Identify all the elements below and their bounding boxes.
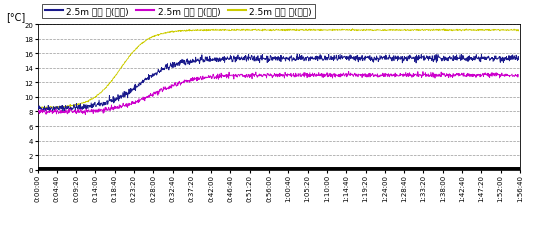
- 2.5m 중앙 하(대기): [425, 30, 431, 33]
- 2.5m 중앙 중(대기): [287, 75, 293, 78]
- 2.5m 중앙 하(대기): [200, 29, 207, 32]
- 2.5m 중앙 중(대기): [509, 73, 515, 76]
- 2.5m 중앙 중(대기): [151, 93, 158, 96]
- 2.5m 중앙 상(대기): [425, 60, 431, 62]
- 2.5m 중앙 하(대기): [509, 29, 515, 32]
- 2.5m 중앙 하(대기): [257, 30, 263, 32]
- 2.5m 중앙 상(대기): [509, 56, 515, 59]
- Line: 2.5m 중앙 하(대기): 2.5m 중앙 하(대기): [38, 30, 518, 109]
- 2.5m 중앙 하(대기): [287, 29, 293, 32]
- 2.5m 중앙 중(대기): [82, 114, 88, 116]
- 2.5m 중앙 하(대기): [36, 107, 42, 110]
- 2.5m 중앙 상(대기): [151, 74, 158, 78]
- 2.5m 중앙 하(대기): [349, 28, 356, 31]
- 2.5m 중앙 중(대기): [34, 112, 41, 115]
- Line: 2.5m 중앙 중(대기): 2.5m 중앙 중(대기): [38, 72, 518, 115]
- 2.5m 중앙 중(대기): [515, 74, 522, 77]
- 2.5m 중앙 중(대기): [200, 78, 207, 80]
- 2.5m 중앙 하(대기): [515, 29, 522, 32]
- 2.5m 중앙 중(대기): [346, 71, 352, 74]
- 2.5m 중앙 상(대기): [294, 54, 300, 56]
- 2.5m 중앙 하(대기): [151, 35, 158, 38]
- 2.5m 중앙 상(대기): [287, 57, 293, 60]
- 2.5m 중앙 하(대기): [34, 106, 41, 110]
- Line: 2.5m 중앙 상(대기): 2.5m 중앙 상(대기): [38, 55, 518, 113]
- 2.5m 중앙 상(대기): [59, 111, 66, 114]
- 2.5m 중앙 상(대기): [257, 58, 263, 61]
- 2.5m 중앙 중(대기): [257, 74, 263, 78]
- 2.5m 중앙 상(대기): [34, 107, 41, 110]
- Legend: 2.5m 중앙 상(대기), 2.5m 중앙 중(대기), 2.5m 중앙 하(대기): 2.5m 중앙 상(대기), 2.5m 중앙 중(대기), 2.5m 중앙 하(…: [42, 5, 315, 19]
- Text: [°C]: [°C]: [6, 12, 25, 22]
- 2.5m 중앙 중(대기): [425, 73, 431, 76]
- 2.5m 중앙 상(대기): [200, 58, 207, 61]
- 2.5m 중앙 상(대기): [515, 58, 522, 61]
